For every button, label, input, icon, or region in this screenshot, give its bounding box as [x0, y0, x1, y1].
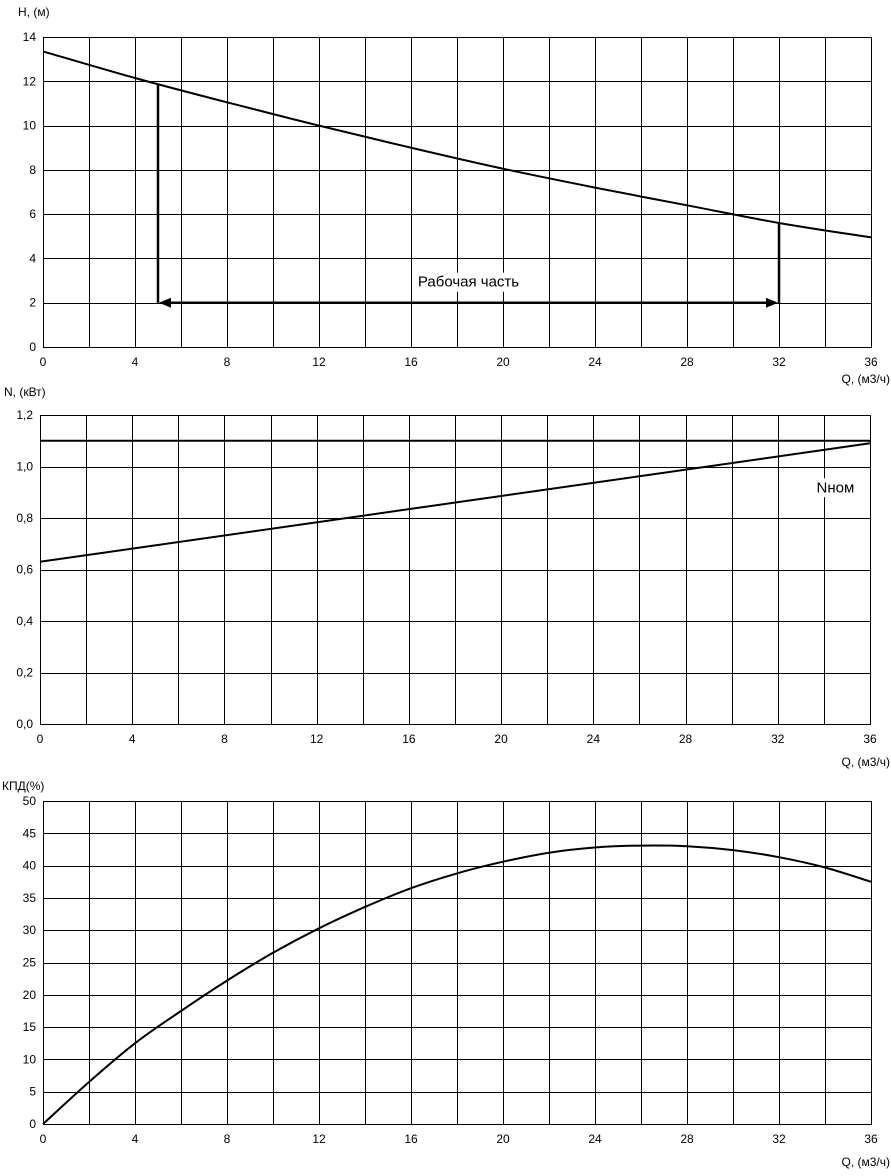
x-tick-label: 0 — [40, 1132, 47, 1146]
y-tick-label: 14 — [23, 30, 37, 44]
x-tick-label: 20 — [496, 1132, 510, 1146]
y-tick-label: 0,4 — [16, 614, 33, 628]
x-tick-label: 28 — [680, 1132, 694, 1146]
x-tick-label: 16 — [404, 355, 418, 369]
series-line-1 — [42, 844, 872, 1125]
y-tick-label: 5 — [29, 1085, 36, 1099]
x-tick-label: 32 — [771, 732, 785, 746]
x-tick-label: 24 — [588, 355, 602, 369]
x-tick-label: 20 — [496, 355, 510, 369]
y-tick-label: 0,2 — [16, 666, 33, 680]
x-tick-label: 36 — [864, 355, 878, 369]
x-tick-label: 12 — [312, 1132, 326, 1146]
y-tick-label: 8 — [29, 163, 36, 177]
x-tick-label: 28 — [680, 355, 694, 369]
x-tick-label: 36 — [864, 1132, 878, 1146]
y-tick-label: 1,2 — [16, 408, 33, 422]
x-tick-label: 0 — [37, 732, 44, 746]
chart-3: 0 5 10 15 20 25 30 35 40 45 50 0 4 8 12 16 20 24 28 32 36 КПД… — [2, 779, 890, 1169]
y-tick-label: 1,0 — [16, 460, 33, 474]
y-tick-label: 0 — [29, 1117, 36, 1131]
y-tick-label: 10 — [23, 119, 37, 133]
x-axis-label: Q, (м3/ч) — [841, 755, 890, 769]
y-axis-label: H, (м) — [18, 5, 50, 19]
y-tick-label: 15 — [23, 1020, 37, 1034]
series-line-1 — [42, 50, 872, 239]
y-tick-label: 25 — [23, 956, 37, 970]
x-tick-label: 12 — [310, 732, 324, 746]
x-tick-label: 16 — [402, 732, 416, 746]
y-tick-label: 0,8 — [16, 511, 33, 525]
x-tick-label: 12 — [312, 355, 326, 369]
series-line-1 — [39, 442, 871, 563]
x-tick-label: 8 — [224, 1132, 231, 1146]
y-tick-label: 40 — [23, 859, 37, 873]
y-tick-label: 30 — [23, 923, 37, 937]
y-tick-label: 50 — [23, 794, 37, 808]
x-tick-label: 28 — [679, 732, 693, 746]
y-tick-label: 20 — [23, 988, 37, 1002]
y-tick-label: 10 — [23, 1052, 37, 1066]
arrowhead-left — [159, 297, 171, 308]
chart-2: 0,0 0,2 0,4 0,6 0,8 1,0 1,2 0 4 8 12 16 20 24 28 32 36 N,… — [4, 385, 890, 769]
arrowhead-right — [766, 297, 778, 308]
nominal-power-label: Nном — [817, 479, 855, 496]
x-tick-label: 32 — [772, 1132, 786, 1146]
y-axis-label: N, (кВт) — [4, 385, 46, 399]
plot-frame — [40, 415, 871, 725]
x-tick-label: 4 — [129, 732, 136, 746]
x-tick-label: 8 — [224, 355, 231, 369]
plot-frame — [43, 37, 872, 348]
y-tick-label: 35 — [23, 891, 37, 905]
x-tick-label: 32 — [772, 355, 786, 369]
x-tick-label: 36 — [863, 732, 877, 746]
x-tick-label: 16 — [404, 1132, 418, 1146]
working-range-label: Рабочая часть — [418, 274, 519, 291]
nominal-power-label-bg — [813, 478, 858, 498]
y-tick-label: 0 — [29, 340, 36, 354]
y-axis-label: КПД(%) — [2, 779, 44, 793]
x-tick-label: 4 — [132, 1132, 139, 1146]
x-axis-label: Q, (м3/ч) — [841, 1155, 890, 1169]
x-tick-label: 24 — [587, 732, 601, 746]
y-tick-label: 4 — [29, 251, 36, 265]
y-tick-label: 0,0 — [16, 717, 33, 731]
x-tick-label: 8 — [221, 732, 228, 746]
x-tick-label: 20 — [494, 732, 508, 746]
plot-frame — [43, 801, 872, 1125]
y-tick-label: 12 — [23, 74, 37, 88]
working-range-label-bg — [414, 272, 523, 292]
x-axis-label: Q, (м3/ч) — [841, 372, 890, 386]
x-tick-label: 0 — [40, 355, 47, 369]
y-tick-label: 45 — [23, 826, 37, 840]
y-tick-label: 0,6 — [16, 563, 33, 577]
y-tick-label: 2 — [29, 296, 36, 310]
x-tick-label: 4 — [132, 355, 139, 369]
x-tick-label: 24 — [588, 1132, 602, 1146]
y-tick-label: 6 — [29, 207, 36, 221]
